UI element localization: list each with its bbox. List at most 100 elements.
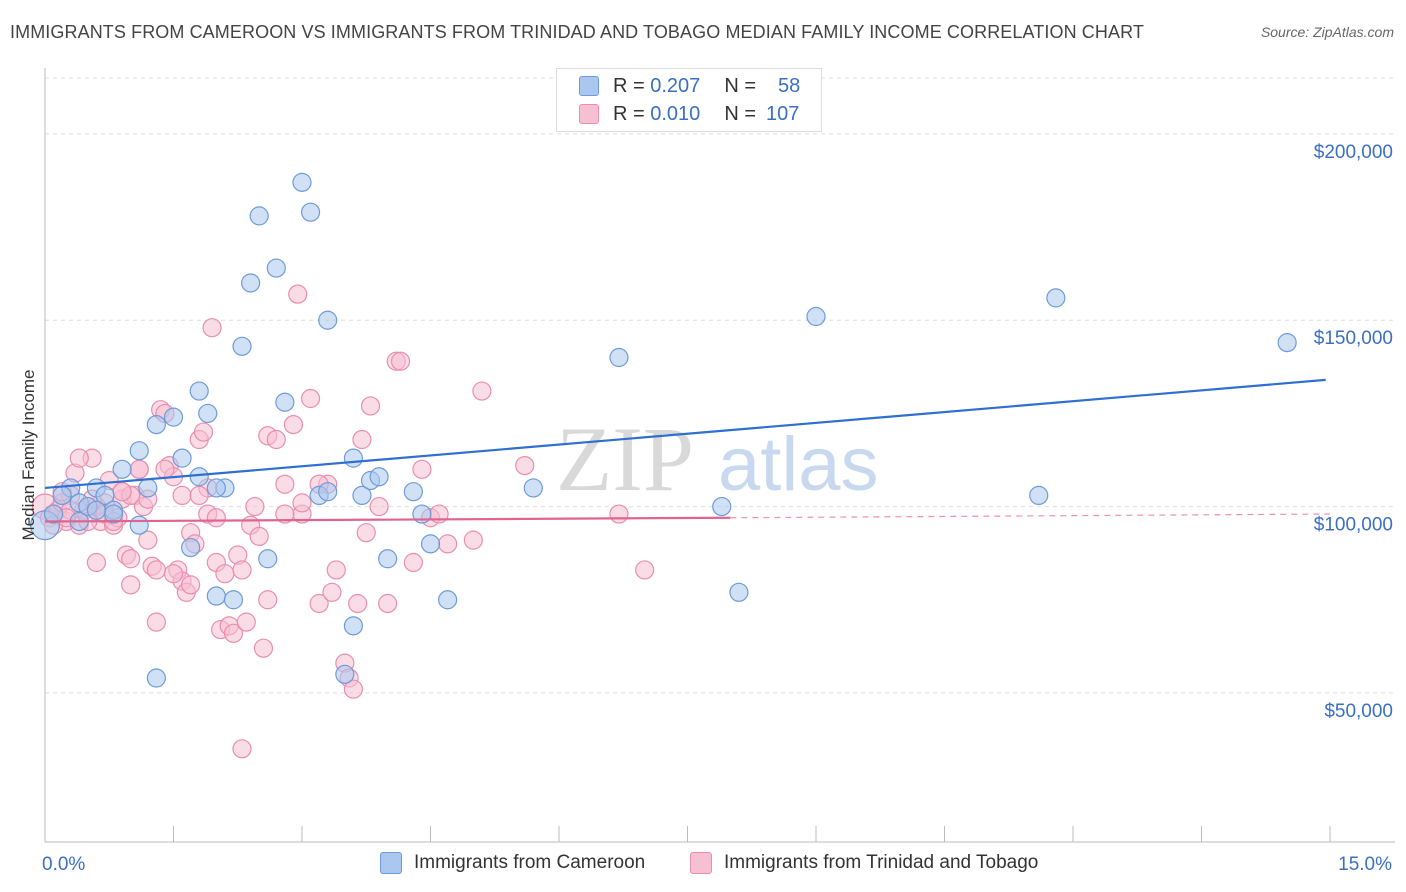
trinidad-point <box>369 496 389 517</box>
trinidad-point <box>232 739 252 759</box>
cameroon-point <box>232 336 252 356</box>
trinidad-point <box>300 388 321 409</box>
watermark: ZIP atlas <box>556 408 879 510</box>
legend-row-cameroon: R = 0.207 N = 58 <box>579 73 800 99</box>
cameroon-point <box>729 582 749 602</box>
cameroon-swatch <box>579 76 599 96</box>
chart-title: IMMIGRANTS FROM CAMEROON VS IMMIGRANTS F… <box>10 22 1144 42</box>
cameroon-point <box>378 549 398 569</box>
cameroon-point <box>129 441 149 461</box>
y-axis-title: Median Family Income <box>19 369 38 540</box>
trinidad-trend-extension <box>730 513 1331 519</box>
trinidad-n-label: N = <box>724 102 756 125</box>
cameroon-point <box>318 482 338 502</box>
cameroon-point <box>112 459 132 479</box>
cameroon-point <box>198 403 218 424</box>
axis-labels: $50,000 $100,000 $150,000 $200,000 0.0% 15.0% <box>42 142 1393 875</box>
source-label: Source: ZipAtlas.com <box>1260 24 1394 40</box>
legend-label-trinidad: Immigrants from Trinidad and Tobago <box>724 852 1039 873</box>
cameroon-r-label: R = <box>613 74 645 97</box>
cameroon-point <box>146 414 166 435</box>
trinidad-point <box>343 679 363 699</box>
trinidad-point <box>322 582 342 602</box>
trinidad-point <box>206 508 226 528</box>
cameroon-point <box>335 664 355 684</box>
watermark-atlas: atlas <box>718 422 879 507</box>
trinidad-point <box>412 459 432 479</box>
y-tick-label: $100,000 <box>1314 515 1393 536</box>
trinidad-r-value: 0.010 <box>650 102 701 125</box>
trinidad-point <box>326 560 346 580</box>
trinidad-point <box>275 474 295 494</box>
cameroon-point <box>352 485 372 506</box>
trinidad-point <box>438 534 458 554</box>
trinidad-r-label: R = <box>613 102 645 125</box>
cameroon-point <box>266 258 286 278</box>
cameroon-point <box>343 616 363 636</box>
cameroon-point <box>52 485 72 506</box>
trinidad-point <box>146 560 166 580</box>
legend-item-cameroon[interactable]: Immigrants from Cameroon <box>380 852 645 874</box>
axes <box>44 68 1395 843</box>
trinidad-point <box>236 612 256 632</box>
trinidad-point <box>378 593 398 614</box>
legend-label-cameroon: Immigrants from Cameroon <box>414 852 646 873</box>
trinidad-point <box>121 549 141 569</box>
cameroon-points <box>30 172 1297 688</box>
trinidad-point <box>163 564 184 584</box>
cameroon-point <box>318 310 338 330</box>
trinidad-point <box>245 496 265 517</box>
cameroon-point <box>523 478 543 498</box>
trinidad-point <box>348 593 368 614</box>
trinidad-point <box>309 593 329 614</box>
cameroon-r-value: 0.207 <box>650 74 701 97</box>
cameroon-point <box>275 392 295 412</box>
trinidad-swatch <box>579 104 599 124</box>
trinidad-point <box>69 448 89 468</box>
cameroon-point <box>138 478 158 498</box>
cameroon-point <box>241 273 261 293</box>
trinidad-point <box>275 504 295 524</box>
trinidad-point <box>403 552 423 573</box>
cameroon-point <box>189 467 209 487</box>
cameroon-point <box>129 515 149 535</box>
cameroon-point <box>181 537 201 558</box>
trinidad-point <box>292 493 312 513</box>
trinidad-point <box>352 429 372 450</box>
trinidad-point <box>283 414 304 435</box>
trinidad-point <box>202 318 222 338</box>
cameroon-point <box>806 306 826 327</box>
trinidad-point <box>390 351 411 371</box>
trinidad-point <box>146 612 166 632</box>
cameroon-point <box>438 590 458 610</box>
correlation-legend: R = 0.207 N = 58 R = 0.010 N = 107 <box>556 68 822 132</box>
legend-item-trinidad[interactable]: Immigrants from Trinidad and Tobago <box>690 852 1038 874</box>
cameroon-point <box>206 586 226 606</box>
cameroon-point <box>712 496 732 517</box>
y-tick-label: $50,000 <box>1324 701 1393 722</box>
trinidad-point <box>189 485 209 506</box>
series-legend: Immigrants from Cameroon Immigrants from… <box>0 850 1406 880</box>
cameroon-point <box>609 347 629 368</box>
cameroon-point <box>146 668 166 688</box>
cameroon-trend-line <box>44 378 1326 490</box>
trinidad-point <box>463 530 483 550</box>
trinidad-point <box>266 429 286 450</box>
cameroon-point <box>420 534 441 554</box>
x-tick-label: 0.0% <box>42 854 85 875</box>
trinidad-point <box>172 485 192 506</box>
cameroon-point <box>249 206 269 226</box>
trinidad-point <box>360 396 381 416</box>
trinidad-n-value: 107 <box>766 102 800 125</box>
cameroon-point <box>172 448 192 468</box>
trinidad-point <box>181 575 201 595</box>
y-tick-label: $200,000 <box>1314 142 1393 163</box>
trinidad-point <box>112 482 132 502</box>
trinidad-point <box>249 526 269 547</box>
trinidad-point <box>253 638 274 658</box>
trinidad-point <box>635 560 655 580</box>
cameroon-point <box>43 504 64 524</box>
watermark-zip: ZIP <box>556 408 694 510</box>
trinidad-point <box>138 530 158 550</box>
trinidad-point <box>288 284 308 304</box>
